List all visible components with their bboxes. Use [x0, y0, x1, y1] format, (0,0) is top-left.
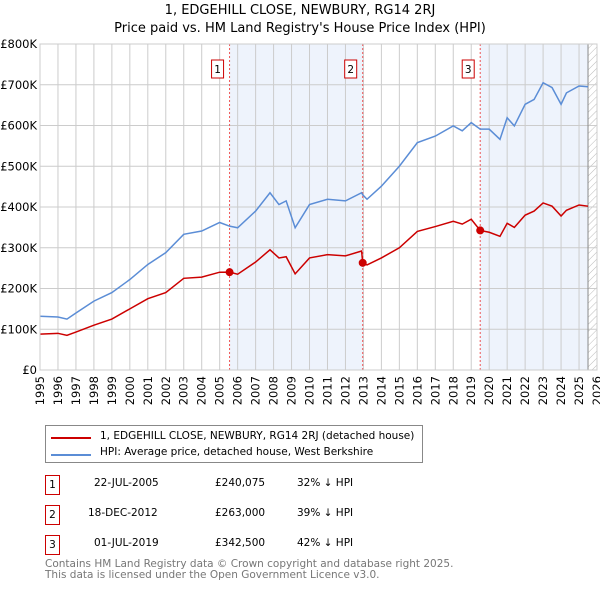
legend-hpi: HPI: Average price, detached house, West… — [100, 446, 374, 458]
y-tick-label: £400K — [0, 200, 37, 214]
x-tick-label: 2014 — [374, 376, 388, 405]
x-tick-label: 2006 — [231, 376, 245, 405]
chart-subtitle: Price paid vs. HM Land Registry's House … — [114, 21, 486, 36]
legend: 1, EDGEHILL CLOSE, NEWBURY, RG14 2RJ (de… — [45, 425, 423, 463]
x-tick-label: 2011 — [320, 376, 334, 405]
sale-point — [476, 226, 485, 235]
x-tick-label: 2021 — [500, 376, 514, 405]
x-tick-label: 2025 — [572, 376, 586, 405]
transaction-price: £263,000 — [215, 507, 266, 519]
footer-licence: This data is licensed under the Open Gov… — [45, 569, 380, 581]
chart-title: 1, EDGEHILL CLOSE, NEWBURY, RG14 2RJ — [164, 3, 436, 18]
y-tick-label: £500K — [0, 159, 37, 173]
x-tick-label: 2016 — [410, 376, 424, 405]
x-tick-label: 2008 — [267, 376, 281, 405]
y-tick-label: £300K — [0, 241, 37, 255]
x-tick-label: 2015 — [392, 376, 406, 405]
transaction-row: 2 18-DEC-2012 £263,000 39% ↓ HPI — [45, 505, 445, 525]
x-tick-label: 2019 — [464, 376, 478, 405]
x-tick-label: 1995 — [33, 376, 47, 405]
sale-point — [358, 258, 367, 267]
x-tick-label: 1997 — [69, 376, 83, 405]
transaction-date: 01-JUL-2019 — [94, 537, 159, 549]
x-tick-label: 2003 — [177, 376, 191, 405]
x-tick-label: 2026 — [590, 376, 600, 405]
transaction-row: 1 22-JUL-2005 £240,075 32% ↓ HPI — [45, 475, 445, 495]
sale-marker-box — [344, 59, 358, 79]
footer-copyright: Contains HM Land Registry data © Crown c… — [45, 558, 454, 570]
transaction-price: £240,075 — [215, 477, 266, 489]
transaction-number: 3 — [45, 535, 60, 555]
legend-red-line — [51, 437, 91, 439]
y-tick-label: £100K — [0, 322, 37, 336]
y-tick-label: £0 — [22, 363, 37, 377]
legend-property: 1, EDGEHILL CLOSE, NEWBURY, RG14 2RJ (de… — [100, 430, 415, 442]
x-tick-label: 2002 — [159, 376, 173, 405]
transaction-date: 18-DEC-2012 — [88, 507, 158, 519]
transaction-number: 2 — [45, 505, 60, 525]
price-chart: 1995 1996 1997 1998 1999 2000 2001 2002 2003 2004… — [0, 37, 600, 405]
sale-marker-label: 2 — [347, 64, 354, 76]
sale-marker-box — [461, 59, 475, 79]
y-tick-label: £700K — [0, 78, 37, 92]
x-tick-label: 2022 — [518, 376, 532, 405]
transaction-price: £342,500 — [215, 537, 266, 549]
x-tick-label: 2020 — [482, 376, 496, 405]
x-tick-label: 2024 — [554, 376, 568, 405]
series-line — [39, 81, 589, 320]
x-tick-label: 2000 — [123, 376, 137, 405]
sale-marker-label: 1 — [214, 64, 221, 76]
x-tick-label: 2010 — [303, 376, 317, 405]
x-tick-label: 2023 — [536, 376, 550, 405]
x-tick-label: 1996 — [51, 376, 65, 405]
series-line — [39, 202, 589, 337]
sale-point — [225, 268, 234, 277]
y-tick-label: £800K — [0, 37, 37, 51]
x-tick-label: 1999 — [105, 376, 119, 405]
x-tick-label: 2012 — [338, 376, 352, 405]
x-tick-label: 2009 — [285, 376, 299, 405]
sale-marker-label: 3 — [465, 64, 472, 76]
x-tick-label: 2005 — [213, 376, 227, 405]
sale-marker-box — [211, 59, 225, 79]
transaction-row: 3 01-JUL-2019 £342,500 42% ↓ HPI — [45, 535, 445, 555]
transaction-date: 22-JUL-2005 — [94, 477, 159, 489]
transaction-number: 1 — [45, 475, 60, 495]
x-tick-label: 1998 — [87, 376, 101, 405]
x-tick-label: 2001 — [141, 376, 155, 405]
transaction-hpi: 39% ↓ HPI — [297, 507, 354, 519]
transaction-hpi: 42% ↓ HPI — [297, 537, 354, 549]
transaction-hpi: 32% ↓ HPI — [297, 477, 354, 489]
x-tick-label: 2004 — [195, 376, 209, 405]
plot-border — [39, 43, 598, 371]
x-tick-label: 2018 — [446, 376, 460, 405]
y-tick-label: £600K — [0, 119, 37, 133]
x-tick-label: 2017 — [428, 376, 442, 405]
x-tick-label: 2007 — [249, 376, 263, 405]
legend-blue-line — [51, 454, 91, 456]
x-tick-label: 2013 — [356, 376, 370, 405]
y-tick-label: £200K — [0, 282, 37, 296]
